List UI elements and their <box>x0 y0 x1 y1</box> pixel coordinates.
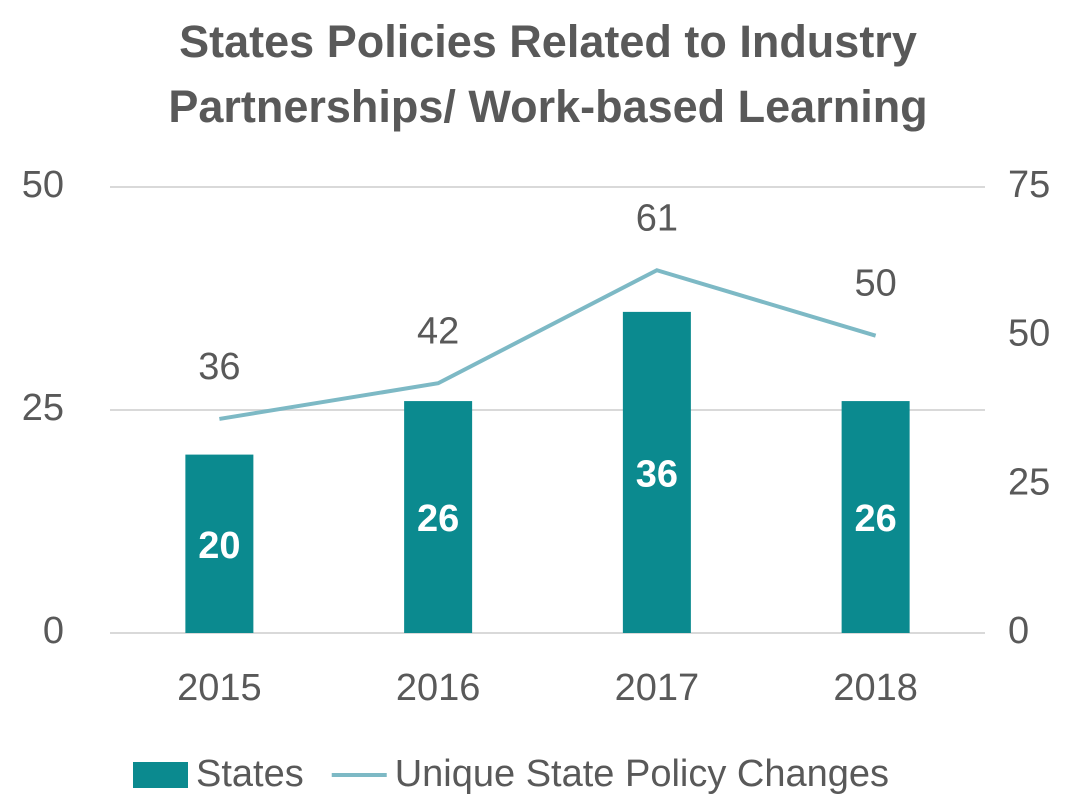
line <box>219 268 877 421</box>
x-tick-label: 2015 <box>177 667 262 709</box>
bar <box>841 401 910 633</box>
chart-title: Partnerships/ Work-based Learning <box>168 81 927 132</box>
x-tick-label: 2016 <box>396 667 481 709</box>
y-tick-label: 50 <box>22 164 64 206</box>
data-label: 36 <box>198 346 240 388</box>
data-label: 36 <box>636 453 678 495</box>
bar <box>622 311 691 633</box>
y2-tick-label: 0 <box>1008 610 1029 652</box>
bar <box>185 454 254 633</box>
y2-tick-label: 75 <box>1008 164 1050 206</box>
legend-label: States <box>196 753 304 795</box>
data-label: 50 <box>854 263 896 305</box>
chart-title: States Policies Related to Industry <box>179 16 917 67</box>
legend-label: Unique State Policy Changes <box>395 753 889 795</box>
y-tick-label: 25 <box>22 387 64 429</box>
x-tick-label: 2018 <box>833 667 918 709</box>
data-label: 26 <box>417 498 459 540</box>
y2-tick-label: 25 <box>1008 461 1050 503</box>
legend-swatch <box>133 762 188 788</box>
y-tick-label: 0 <box>43 610 64 652</box>
bar <box>404 401 473 633</box>
data-label: 61 <box>636 197 678 239</box>
y2-tick-label: 50 <box>1008 313 1050 355</box>
data-label: 26 <box>854 498 896 540</box>
data-label: 42 <box>417 310 459 352</box>
data-label: 20 <box>198 525 240 567</box>
x-tick-label: 2017 <box>615 667 700 709</box>
